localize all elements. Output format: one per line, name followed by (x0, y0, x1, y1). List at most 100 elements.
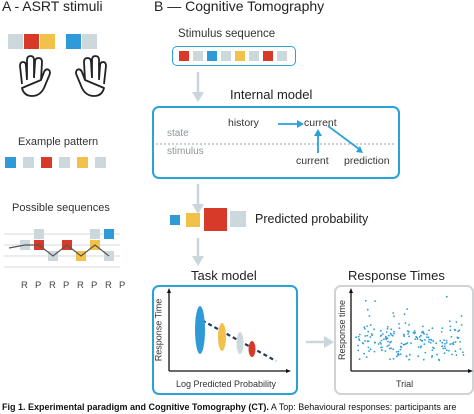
rt-dot (422, 325, 424, 328)
rt-dot (398, 323, 400, 325)
prob-square-yellow (186, 213, 200, 227)
rt-dot (445, 295, 448, 298)
right-hand-icon (75, 55, 107, 97)
possible-sequences-grid (4, 229, 120, 268)
rt-dot (390, 333, 393, 336)
rt-dot (432, 340, 435, 342)
predicted-probability-label: Predicted probability (255, 212, 369, 226)
response-times-plot (349, 288, 473, 373)
rt-dot (423, 343, 426, 345)
response-times-xlabel: Trial (396, 379, 414, 389)
rt-dot (420, 334, 422, 337)
rt-dot (381, 349, 383, 351)
rp-label-3: R (49, 280, 56, 291)
seq-square-6 (249, 51, 259, 61)
stimulus-sequence-label: Stimulus sequence (178, 28, 276, 40)
rt-dot (424, 351, 427, 354)
rt-dot (440, 331, 443, 333)
rt-dot (363, 327, 366, 330)
rt-dot (369, 336, 372, 338)
internal-model-label: Internal model (230, 87, 313, 102)
rt-dot (408, 324, 410, 326)
rt-dot (385, 338, 388, 341)
rt-dot (362, 342, 365, 345)
rt-dot (399, 345, 402, 348)
rt-dot (420, 339, 423, 342)
rt-dot (408, 335, 410, 338)
rt-dot (379, 335, 382, 337)
rt-dot (368, 315, 371, 317)
rt-dot (452, 341, 455, 344)
rt-dot (429, 341, 432, 344)
rt-dot (426, 333, 428, 336)
response-times-ylabel: Response time (337, 299, 348, 361)
rt-dot (395, 355, 398, 358)
rt-dot (441, 345, 443, 348)
rt-dot (390, 347, 392, 350)
rt-dot (406, 330, 409, 332)
rt-dot (460, 324, 463, 326)
left-hand-icon (19, 55, 51, 97)
rt-dot (449, 329, 452, 332)
rt-dot (449, 343, 452, 345)
rt-dot (358, 358, 361, 361)
rt-dot (444, 343, 446, 345)
rt-dot (365, 356, 368, 358)
rt-dot (457, 330, 460, 333)
stimulus-square-gray-2 (82, 34, 97, 49)
rt-dot (364, 299, 367, 302)
rt-dot (462, 351, 464, 354)
rt-dot (392, 348, 395, 351)
rt-dot (369, 324, 372, 327)
rt-dot (452, 343, 455, 346)
rt-dot (428, 338, 430, 341)
seq-square-1 (179, 51, 189, 61)
rt-dot (389, 332, 392, 335)
rt-dot (436, 353, 438, 356)
rt-dot (366, 308, 369, 311)
rt-dot (454, 329, 457, 331)
rt-dot (408, 358, 410, 361)
rt-dot (393, 315, 395, 318)
rt-dot (392, 312, 395, 314)
rp-label-8: P (119, 280, 126, 291)
rt-dot (445, 342, 448, 344)
rt-dot (379, 341, 381, 344)
rp-label-2: P (35, 280, 42, 291)
rt-dot (426, 336, 428, 338)
rt-dot (427, 336, 430, 339)
rt-dot (456, 336, 459, 339)
rt-dot (438, 359, 441, 362)
rt-dot (389, 341, 391, 344)
rt-dot (414, 338, 417, 340)
rt-dot (409, 353, 411, 356)
rt-dot (428, 329, 430, 332)
rt-dot (386, 337, 389, 340)
rt-dot (416, 336, 418, 339)
possible-sequences-label: Possible sequences (12, 202, 110, 214)
rt-dot (379, 329, 382, 332)
task-model-ylabel: Response Time (153, 298, 164, 362)
stimulus-square-yellow (40, 34, 55, 49)
rt-dot (368, 350, 370, 352)
task-model-label: Task model (191, 268, 257, 283)
rt-dot (373, 350, 376, 353)
seq-square-7 (263, 51, 273, 61)
rt-dot (366, 334, 369, 337)
rt-dot (363, 352, 365, 355)
rt-dot (439, 340, 442, 342)
pattern-square-6 (95, 157, 106, 168)
rt-dot (386, 345, 389, 348)
rt-dot (357, 349, 360, 352)
rt-dot (403, 343, 406, 346)
pattern-square-1 (5, 157, 16, 168)
internal-model-diagram (156, 120, 396, 153)
rt-dot (374, 300, 376, 302)
pattern-square-5 (77, 157, 88, 168)
rt-dot (407, 333, 409, 335)
rt-dot (455, 321, 458, 323)
rt-dot (417, 346, 420, 348)
rt-dot (358, 333, 361, 336)
rt-dot (392, 332, 395, 335)
